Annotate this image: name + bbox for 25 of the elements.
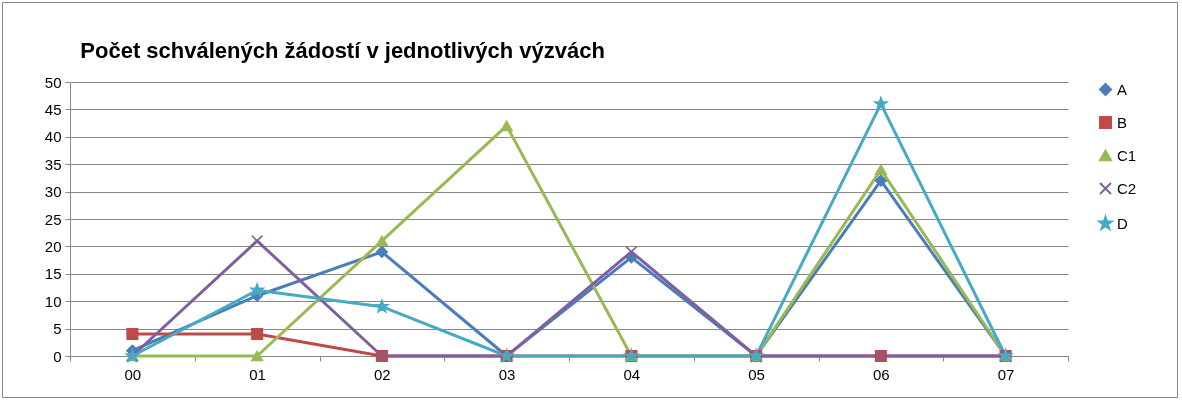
y-tick-label: 0 <box>53 347 62 365</box>
y-tick-label: 20 <box>44 237 62 255</box>
x-tick-label: 06 <box>873 365 890 383</box>
x-tick-label: 01 <box>249 365 266 383</box>
y-tick-label: 30 <box>44 183 62 201</box>
x-tick-label: 04 <box>623 365 641 383</box>
y-tick-label: 45 <box>44 100 62 118</box>
y-tick-label: 10 <box>44 292 62 310</box>
legend-label: C2 <box>1117 179 1137 197</box>
x-tick-label: 03 <box>498 365 516 383</box>
y-tick-label: 15 <box>44 265 62 283</box>
x-tick-label: 02 <box>374 365 391 383</box>
legend-label: B <box>1117 113 1128 131</box>
legend-label: A <box>1117 80 1128 98</box>
y-tick-label: 50 <box>44 73 62 91</box>
x-tick-label: 07 <box>997 365 1015 383</box>
x-tick-label: 00 <box>124 365 142 383</box>
y-tick-label: 25 <box>44 210 62 228</box>
chart-title: Počet schválených žádostí v jednotlivých výzvách <box>80 38 605 63</box>
legend-label: D <box>1117 214 1128 232</box>
legend-label: C1 <box>1117 146 1137 164</box>
y-tick-label: 40 <box>44 128 62 146</box>
y-tick-label: 5 <box>53 320 62 338</box>
x-tick-label: 05 <box>748 365 765 383</box>
y-tick-label: 35 <box>44 155 62 173</box>
